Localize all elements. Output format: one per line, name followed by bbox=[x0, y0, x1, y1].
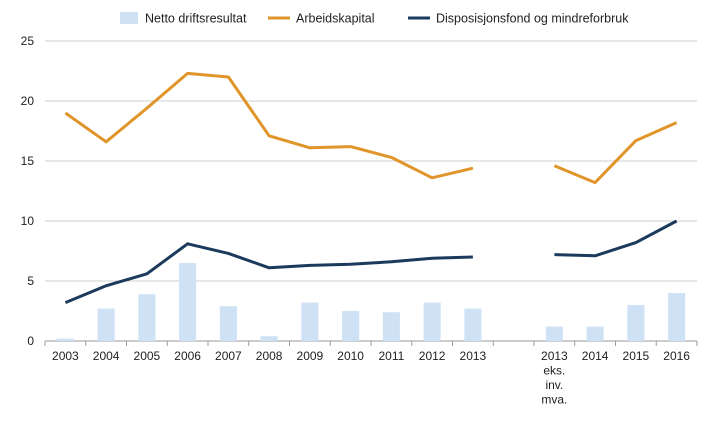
legend: Netto driftsresultat Arbeidskapital Dispos… bbox=[120, 12, 629, 26]
bar-series bbox=[56, 263, 686, 341]
x-tick-label: 2015 bbox=[623, 349, 650, 363]
bar-2016 bbox=[668, 293, 686, 341]
bar-2005 bbox=[138, 294, 156, 341]
bar-2014 bbox=[586, 326, 604, 341]
legend-label: Arbeidskapital bbox=[296, 12, 375, 26]
bar-2006 bbox=[179, 263, 197, 341]
x-tick-label: 2014 bbox=[582, 349, 609, 363]
bar-2011 bbox=[382, 312, 400, 341]
legend-swatch-bar bbox=[120, 12, 138, 24]
x-tick-label: 2006 bbox=[174, 349, 201, 363]
x-tick-label: 2008 bbox=[256, 349, 283, 363]
y-tick-label: 25 bbox=[21, 34, 35, 48]
line-series-1-segment-1 bbox=[64, 71, 474, 180]
x-tick-label: 2005 bbox=[134, 349, 161, 363]
bar-2012 bbox=[423, 302, 441, 341]
bar-2003 bbox=[56, 338, 74, 341]
x-tick-label: 2009 bbox=[297, 349, 324, 363]
x-tick-label: 2010 bbox=[337, 349, 364, 363]
x-tick-label: 2004 bbox=[93, 349, 120, 363]
line-series-2-segment-1 bbox=[64, 242, 473, 304]
bar-2015 bbox=[627, 305, 645, 341]
x-tick-label: 2013 eks. inv. mva. bbox=[541, 349, 568, 407]
x-tick-label: 2011 bbox=[378, 349, 404, 363]
bar-2004 bbox=[97, 308, 115, 341]
bar-2010 bbox=[342, 311, 360, 341]
y-tick-label: 10 bbox=[21, 214, 35, 228]
line-series-1-segment-2 bbox=[553, 121, 678, 185]
x-tick-label: 2013 bbox=[460, 349, 487, 363]
bar-2013 bbox=[464, 308, 482, 341]
x-tick-label: 2007 bbox=[215, 349, 242, 363]
x-tick-label: 2003 bbox=[52, 349, 79, 363]
line-series-2-segment-2 bbox=[554, 219, 678, 258]
y-tick-label: 20 bbox=[21, 94, 35, 108]
bar-2009 bbox=[301, 302, 319, 341]
bar-2007 bbox=[219, 306, 237, 341]
x-tick-label: 2012 bbox=[419, 349, 446, 363]
legend-label: Disposisjonsfond og mindreforbruk bbox=[436, 12, 629, 26]
bar-2013-eks.-inv.-mva. bbox=[545, 326, 563, 341]
legend-label: Netto driftsresultat bbox=[145, 12, 247, 26]
y-axis-ticks: 0 5 10 15 20 25 bbox=[21, 34, 35, 348]
y-tick-label: 15 bbox=[21, 154, 35, 168]
bar-2008 bbox=[260, 336, 278, 341]
x-tick-label: 2016 bbox=[663, 349, 690, 363]
line-series bbox=[64, 71, 678, 304]
y-tick-label: 0 bbox=[27, 334, 34, 348]
y-tick-label: 5 bbox=[27, 274, 34, 288]
x-axis-ticks: 2003 2004 2005 2006 2007 2008 2009 2010 2011 2012… bbox=[44, 341, 698, 407]
